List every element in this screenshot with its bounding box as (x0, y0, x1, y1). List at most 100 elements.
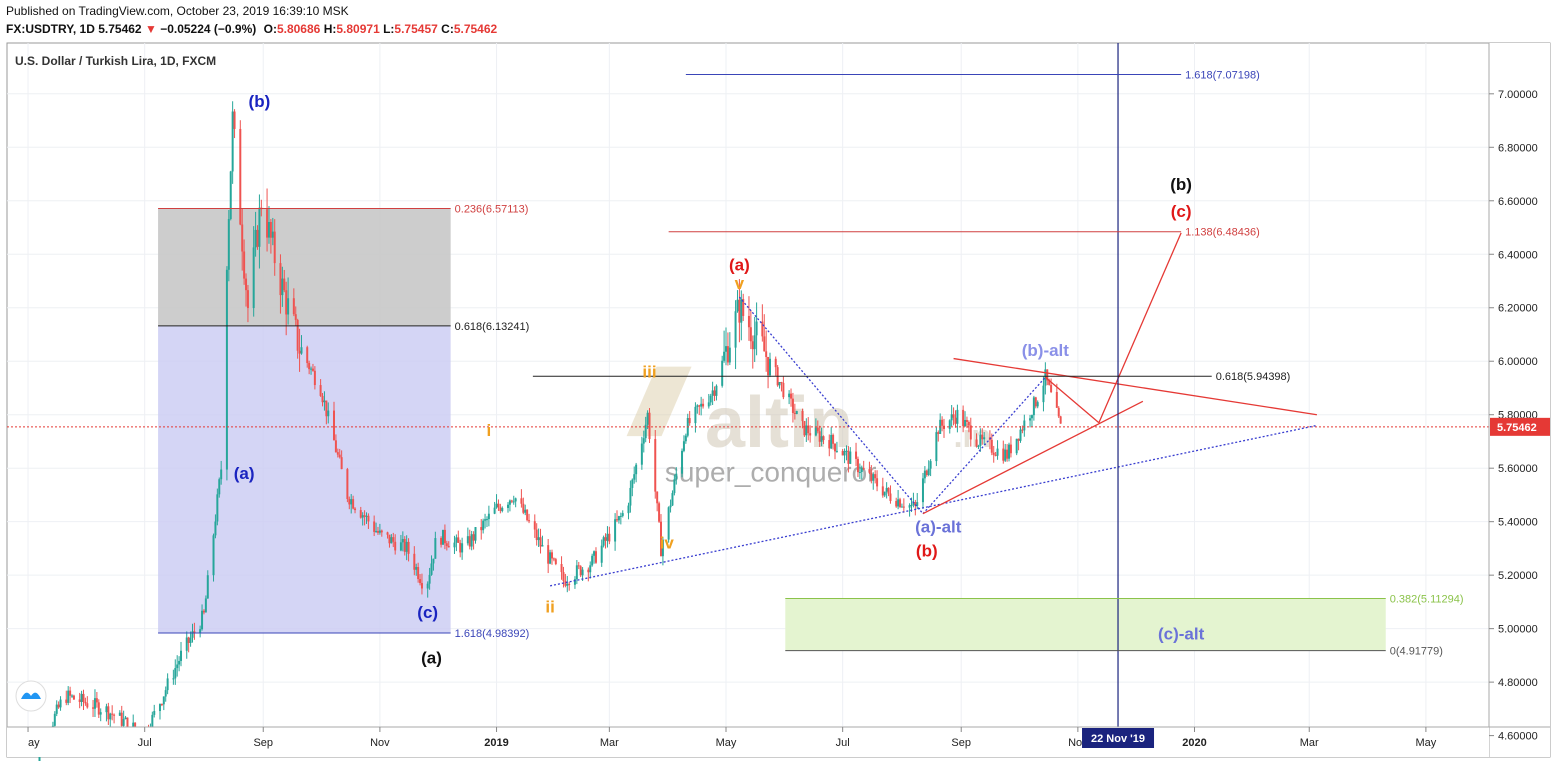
candle-body (202, 610, 205, 613)
candle-body (160, 704, 163, 706)
candle-body (564, 580, 567, 586)
candle-body (788, 393, 791, 398)
candle-body (172, 678, 175, 680)
down-arrow-icon: ▼ (144, 22, 157, 36)
wave-label-blue-b: (b) (249, 92, 271, 111)
candle-body (526, 509, 529, 521)
candle-body (902, 506, 905, 508)
candle-body (420, 583, 423, 589)
date-marker-label: 22 Nov '19 (1091, 733, 1145, 745)
candle-body (644, 424, 647, 439)
candle-body (537, 537, 540, 541)
candle-body (256, 229, 259, 247)
candle-body (1023, 420, 1026, 431)
candle-body (93, 698, 96, 709)
open-label: O: (263, 22, 277, 36)
candle-body (633, 474, 636, 480)
open-value: 5.80686 (276, 22, 321, 36)
candle-body (977, 445, 980, 447)
x-tick-label: Jul (836, 737, 850, 749)
fib-level-label: 1.618(4.98392) (455, 628, 530, 640)
wave-label-alt-b: (b)-alt (1022, 341, 1070, 360)
tradingview-logo-icon[interactable] (15, 680, 47, 712)
watermark-brand: altin (705, 383, 853, 463)
candle-body (589, 565, 592, 573)
candle-body (1048, 380, 1051, 385)
candle-body (279, 263, 282, 296)
candle-body (212, 535, 215, 576)
candle-body (983, 437, 986, 440)
candle-body (378, 530, 381, 533)
blue-fib-zone (158, 325, 451, 633)
candle-body (1008, 444, 1011, 459)
candle-body (646, 412, 649, 425)
candle-body (82, 693, 85, 702)
candle-body (897, 499, 900, 507)
candle-body (319, 385, 322, 396)
candle-body (795, 411, 798, 414)
candle-body (373, 521, 376, 532)
candle-body (740, 298, 743, 323)
wave-label-alt-a: (a)-alt (915, 517, 962, 536)
candle-body (65, 699, 68, 703)
candle-body (889, 493, 892, 502)
candle-body (67, 690, 70, 703)
candle-body (84, 701, 87, 704)
candle-body (273, 231, 276, 264)
candle-body (346, 469, 349, 500)
candle-body (508, 500, 511, 505)
x-tick-label: 2020 (1182, 737, 1206, 749)
candle-body (392, 537, 395, 542)
candle-body (818, 431, 821, 442)
candle-body (376, 530, 379, 533)
candle-body (575, 565, 578, 580)
candle-body (702, 403, 705, 407)
candle-body (631, 479, 634, 488)
candle-body (388, 534, 391, 544)
y-tick-label: 5.60000 (1498, 463, 1538, 475)
candle-body (522, 503, 525, 513)
candle-body (763, 336, 766, 352)
candle-body (969, 425, 972, 440)
time-axis[interactable]: ay Jul Sep Nov 2019 Mar May Jul Sep Nov 2020 Mar May… (7, 726, 1550, 757)
candle-body (881, 486, 884, 496)
price-axis[interactable]: 7.00000 6.80000 6.60000 6.40000 6.20000 6.000… (1488, 43, 1550, 757)
candle-body (124, 717, 127, 720)
wave-label-orange-iii: iii (642, 362, 656, 381)
candle-body (428, 574, 431, 584)
candle-body (134, 722, 137, 730)
fib-level-label: 1.618(7.07198) (1185, 70, 1260, 82)
candle-body (325, 400, 328, 417)
candle-body (334, 440, 337, 453)
candle-body (514, 498, 517, 502)
fib-level-label: 1.138(6.48436) (1185, 227, 1260, 239)
candle-body (835, 450, 838, 452)
candle-body (1015, 438, 1018, 454)
candle-body (659, 521, 662, 557)
candle-body (118, 712, 121, 716)
candle-body (581, 569, 584, 576)
candle-body (656, 491, 659, 504)
candle-body (1059, 416, 1062, 424)
candle-body (258, 207, 261, 247)
candle-body (593, 551, 596, 556)
candle-body (417, 567, 420, 580)
wave-label-orange-ii: ii (545, 598, 554, 617)
candle-body (1050, 384, 1053, 393)
price-chart[interactable]: altin .in super_conqueror 1.618(7.07198) 0.… (0, 42, 1556, 761)
candle-body (403, 539, 406, 552)
candle-body (791, 398, 794, 413)
candle-body (941, 419, 944, 426)
candle-body (694, 406, 697, 424)
candle-body (602, 537, 605, 546)
fib-level-label: 0.382(5.11294) (1390, 593, 1464, 605)
candle-body (321, 395, 324, 403)
candle-body (654, 439, 657, 492)
change-text: −0.05224 (−0.9%) (160, 22, 257, 36)
time-axis-bg (7, 727, 1489, 757)
candle-body (241, 224, 244, 252)
candle-body (180, 650, 183, 661)
candle-body (354, 508, 357, 511)
candle-body (204, 598, 207, 613)
candle-body (95, 698, 98, 703)
